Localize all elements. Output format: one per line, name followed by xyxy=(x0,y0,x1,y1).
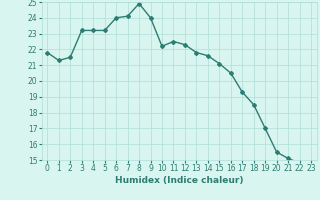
X-axis label: Humidex (Indice chaleur): Humidex (Indice chaleur) xyxy=(115,176,244,185)
